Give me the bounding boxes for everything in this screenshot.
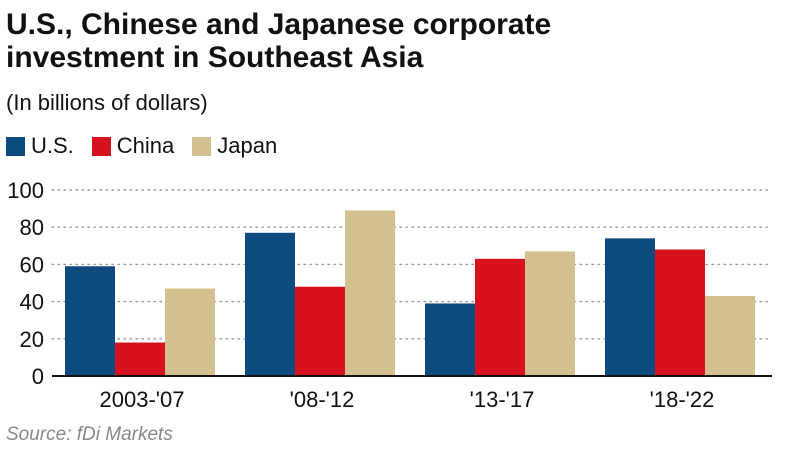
y-tick-label: 40 (20, 290, 44, 315)
legend-item-us: U.S. (6, 133, 74, 159)
x-tick-label: 2003-'07 (100, 387, 185, 412)
bar-japan-0 (165, 288, 215, 376)
bar-us-3 (605, 238, 655, 376)
chart-title-line-2: investment in Southeast Asia (6, 41, 424, 74)
bar-us-1 (245, 232, 295, 376)
chart-subtitle: (In billions of dollars) (6, 90, 208, 115)
legend-item-japan: Japan (192, 133, 277, 159)
chart-legend: U.S. China Japan (6, 133, 295, 159)
bar-china-2 (475, 258, 525, 376)
x-tick-label: '18-'22 (650, 387, 715, 412)
legend-swatch-us (6, 136, 25, 156)
x-tick-label: '08-'12 (290, 387, 355, 412)
chart-title-line-1: U.S., Chinese and Japanese corporate (6, 8, 552, 41)
bar-china-1 (295, 286, 345, 376)
bar-us-0 (65, 266, 115, 376)
y-tick-label: 20 (20, 327, 44, 352)
bar-china-0 (115, 342, 165, 376)
y-tick-label: 100 (7, 178, 44, 203)
legend-label-us: U.S. (31, 133, 74, 158)
legend-item-china: China (91, 133, 175, 159)
y-tick-label: 60 (20, 252, 44, 277)
y-tick-label: 0 (32, 364, 44, 389)
legend-swatch-china (91, 136, 111, 156)
bar-us-2 (425, 303, 475, 376)
bar-japan-1 (345, 210, 395, 376)
legend-label-china: China (116, 133, 175, 158)
bar-japan-3 (705, 296, 755, 376)
legend-swatch-japan (192, 136, 212, 156)
y-tick-label: 80 (20, 215, 44, 240)
bar-china-3 (655, 249, 705, 376)
chart-title: U.S., Chinese and Japanese corporate inv… (6, 8, 786, 74)
x-tick-label: '13-'17 (470, 387, 535, 412)
source-note: Source: fDi Markets (6, 424, 173, 445)
legend-label-japan: Japan (217, 133, 278, 158)
bar-japan-2 (525, 251, 575, 376)
